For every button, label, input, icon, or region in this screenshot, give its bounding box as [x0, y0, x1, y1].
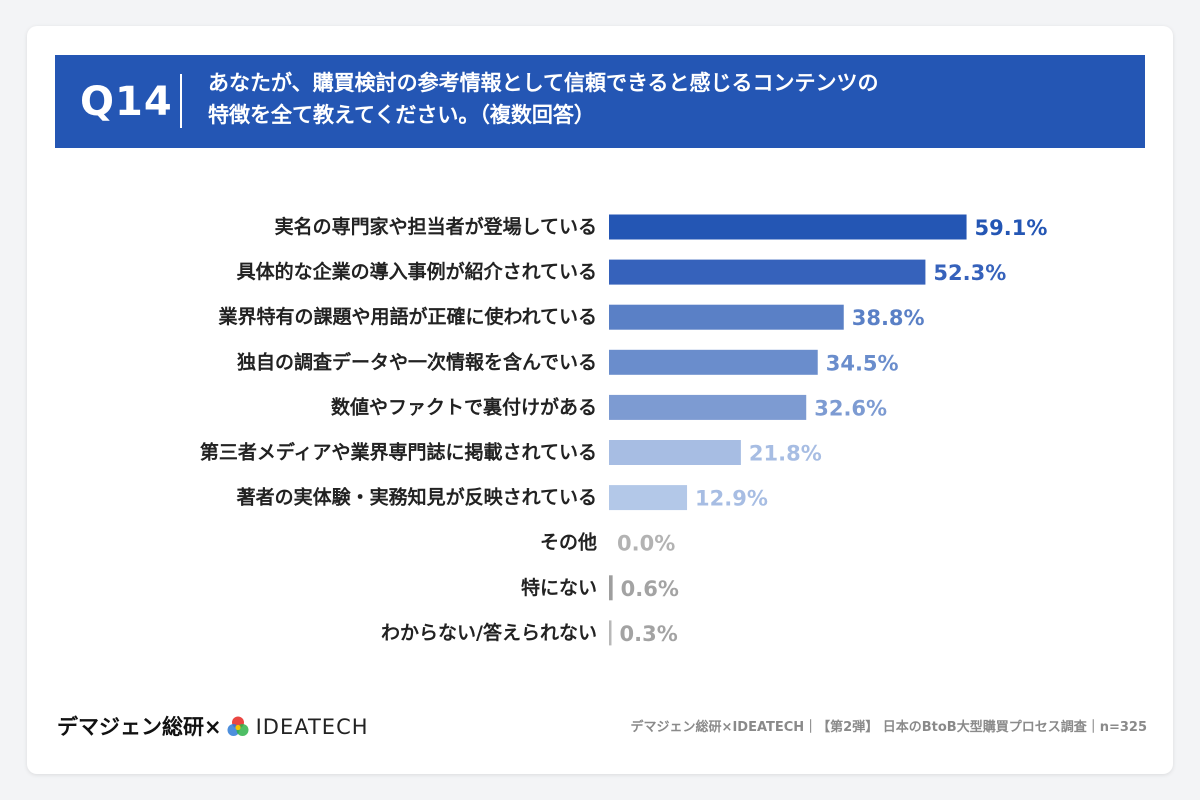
bar [609, 349, 818, 375]
category-label: 業界特有の課題や用語が正確に使われている [218, 305, 597, 328]
value-label: 0.3% [620, 622, 678, 646]
value-label: 32.6% [814, 396, 887, 420]
category-label: 具体的な企業の導入事例が紹介されている [237, 260, 597, 283]
brand-logo: デマジェン総研 × IDEATECH [57, 712, 369, 742]
bar [609, 214, 967, 240]
value-label: 52.3% [933, 261, 1006, 285]
bar [609, 304, 844, 330]
brand-demagen: デマジェン総研 [57, 715, 204, 739]
question-line-1: あなたが、購買検討の参考情報として信頼できると感じるコンテンツの [208, 71, 879, 95]
bar [609, 575, 613, 601]
category-label: 実名の専門家や担当者が登場している [275, 215, 597, 238]
value-label: 38.8% [852, 306, 925, 330]
category-label: 独自の調査データや一次情報を含んでいる [237, 350, 597, 373]
brand-cross: × [204, 715, 222, 739]
question-line-2: 特徴を全て教えてください。（複数回答） [208, 103, 595, 127]
bar [609, 440, 741, 465]
brand-ideatech: IDEATECH [255, 715, 369, 739]
category-label: 第三者メディアや業界専門誌に掲載されている [200, 441, 597, 464]
category-label: 著者の実体験・実務知見が反映されている [237, 486, 597, 509]
question-text: あなたが、購買検討の参考情報として信頼できると感じるコンテンツの 特徴を全て教え… [208, 67, 1108, 131]
category-label: その他 [540, 531, 597, 554]
category-label: 特にない [521, 577, 597, 599]
question-header [55, 55, 1145, 148]
chart-card [27, 26, 1173, 774]
question-number: Q14 [80, 79, 173, 125]
bar [609, 394, 807, 420]
value-label: 59.1% [975, 216, 1048, 240]
source-note: デマジェン総研×IDEATECH｜【第2弾】 日本のBtoB大型購買プロセス調査… [630, 720, 1147, 735]
category-label: わからない/答えられない [381, 621, 597, 644]
value-label: 34.5% [826, 351, 899, 375]
category-label: 数値やファクトで裏付けがある [331, 395, 597, 418]
value-label: 0.0% [617, 532, 675, 556]
value-label: 21.8% [749, 442, 822, 466]
value-label: 0.6% [621, 577, 679, 601]
bar [609, 485, 688, 511]
bar [609, 259, 926, 285]
header-divider [180, 74, 182, 128]
bar [609, 620, 612, 646]
value-label: 12.9% [695, 487, 768, 511]
ideatech-logo-icon [226, 715, 250, 739]
